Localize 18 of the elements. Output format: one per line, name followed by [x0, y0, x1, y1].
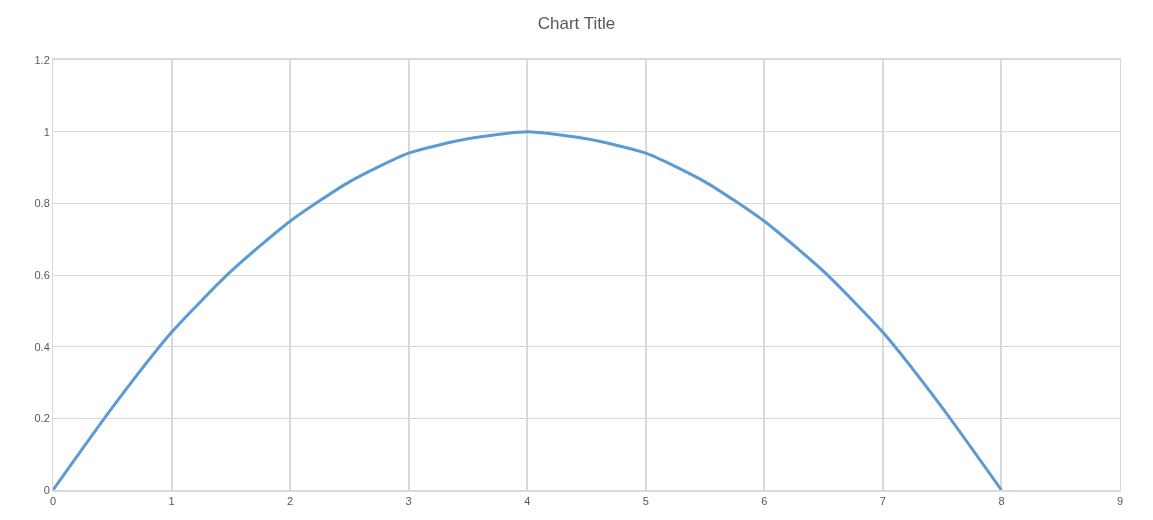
- y-tick-label: 0.8: [34, 197, 50, 210]
- x-tick-label: 1: [168, 495, 175, 508]
- x-tick-label: 4: [524, 495, 531, 508]
- x-tick-label: 9: [1116, 495, 1124, 508]
- line-series: [53, 130, 1003, 490]
- y-tick-label: 0: [43, 483, 50, 496]
- y-tick-label: 1.2: [34, 53, 50, 66]
- x-tick-label: 2: [287, 495, 294, 508]
- y-tick-label: 1: [43, 125, 50, 138]
- x-tick-label: 8: [998, 495, 1005, 508]
- x-tick-label: 5: [642, 495, 649, 508]
- chart-title: Chart Title: [537, 14, 616, 34]
- x-tick-label: 7: [879, 495, 886, 508]
- x-tick-label: 6: [761, 495, 768, 508]
- y-tick-label: 0.2: [34, 412, 50, 425]
- y-tick-label: 0.6: [34, 268, 50, 281]
- y-tick-label: 0.4: [34, 340, 50, 353]
- x-tick-label: 3: [405, 495, 412, 508]
